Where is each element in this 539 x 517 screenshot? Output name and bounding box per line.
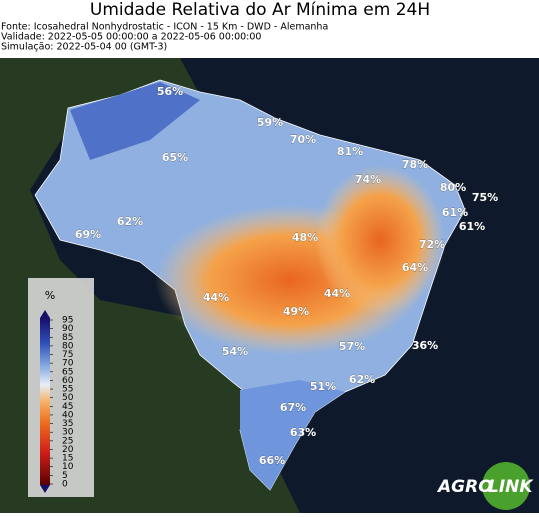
- colorbar-tick-label: 50: [62, 393, 74, 403]
- colorbar: [40, 318, 50, 485]
- map-label: 48%: [292, 231, 318, 244]
- colorbar-tick-label: 40: [62, 410, 74, 420]
- map-label: 80%: [440, 181, 466, 194]
- colorbar-box: [28, 278, 94, 497]
- colorbar-tick-label: 60: [62, 376, 74, 386]
- colorbar-tick-label: 45: [62, 402, 73, 412]
- map-label: 59%: [257, 116, 283, 129]
- colorbar-tick-label: 25: [62, 436, 73, 446]
- colorbar-tick-label: 30: [62, 428, 74, 438]
- map-label: 74%: [355, 173, 381, 186]
- map-label: 57%: [339, 340, 365, 353]
- logo-circle: [482, 462, 530, 510]
- colorbar-unit: %: [45, 289, 55, 302]
- map-label: 51%: [310, 380, 336, 393]
- colorbar-tick-label: 80: [62, 341, 74, 351]
- title: Umidade Relativa do Ar Mínima em 24H: [90, 0, 430, 20]
- colorbar-tick-label: 35: [62, 419, 73, 429]
- map-label: 64%: [402, 261, 428, 274]
- map-label: 61%: [459, 220, 485, 233]
- map-label: 62%: [349, 373, 375, 386]
- logo-left: AGRO: [436, 477, 493, 497]
- map-label: 56%: [157, 85, 183, 98]
- colorbar-tick-label: 95: [62, 316, 73, 326]
- map-label: 70%: [290, 133, 316, 146]
- blue-north: [70, 82, 200, 160]
- colorbar-tick-label: 75: [62, 350, 73, 360]
- map-label: 67%: [280, 401, 306, 414]
- map-label: 36%: [412, 339, 438, 352]
- header-bg: [0, 0, 539, 58]
- map-label: 54%: [222, 345, 248, 358]
- map-label: 63%: [290, 426, 316, 439]
- map-label: 66%: [259, 454, 285, 467]
- colorbar-tick-label: 90: [62, 324, 74, 334]
- blue-south: [240, 380, 345, 490]
- map-label: 62%: [117, 215, 143, 228]
- map-label: 81%: [337, 145, 363, 158]
- source: Fonte: Icosahedral Nonhydrostatic - ICON…: [1, 22, 328, 33]
- colorbar-tick-label: 55: [62, 385, 73, 395]
- map-label: 44%: [203, 291, 229, 304]
- map-label: 78%: [402, 158, 428, 171]
- map-label: 69%: [75, 228, 101, 241]
- map-label: 44%: [324, 287, 350, 300]
- map-label: 75%: [472, 191, 498, 204]
- dry-area-east: [315, 165, 445, 315]
- colorbar-tick-label: 70: [62, 359, 74, 369]
- map-label: 61%: [442, 206, 468, 219]
- simulation: Simulação: 2022-05-04 00 (GMT-3): [1, 42, 167, 53]
- map-label: 65%: [162, 151, 188, 164]
- map-label: 72%: [419, 238, 445, 251]
- colorbar-tick-label: 5: [62, 471, 68, 481]
- colorbar-tick-label: 65: [62, 367, 73, 377]
- logo-right: LINK: [488, 477, 534, 497]
- colorbar-tick-label: 0: [62, 480, 68, 490]
- validity: Validade: 2022-05-05 00:00:00 a 2022-05-…: [1, 32, 261, 43]
- colorbar-tick-label: 20: [62, 445, 74, 455]
- map-label: 49%: [283, 305, 309, 318]
- colorbar-tick-label: 10: [62, 462, 74, 472]
- colorbar-tick-label: 15: [62, 454, 73, 464]
- colorbar-tick-label: 85: [62, 333, 73, 343]
